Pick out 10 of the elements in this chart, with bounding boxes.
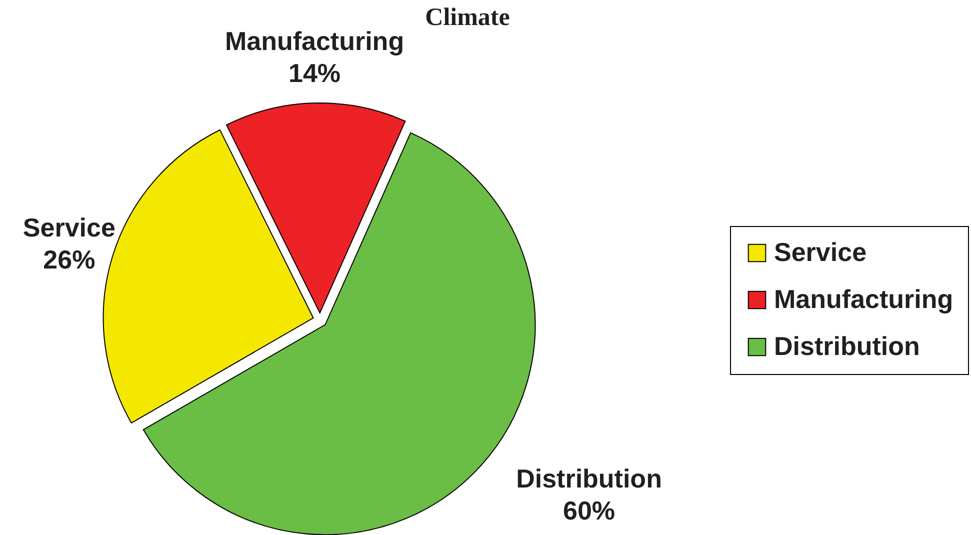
data-label: 60% bbox=[562, 495, 616, 526]
slice-label: Distribution bbox=[516, 463, 662, 494]
legend-label: Distribution bbox=[774, 331, 920, 361]
slice-label: Manufacturing bbox=[224, 26, 404, 56]
data-label: 26% bbox=[43, 244, 96, 274]
legend-label: Service bbox=[774, 237, 867, 267]
slice-label: Service bbox=[22, 212, 116, 242]
data-label: 14% bbox=[288, 58, 341, 88]
chart-title: Climate bbox=[425, 4, 510, 32]
legend-label: Manufacturing bbox=[774, 284, 954, 314]
